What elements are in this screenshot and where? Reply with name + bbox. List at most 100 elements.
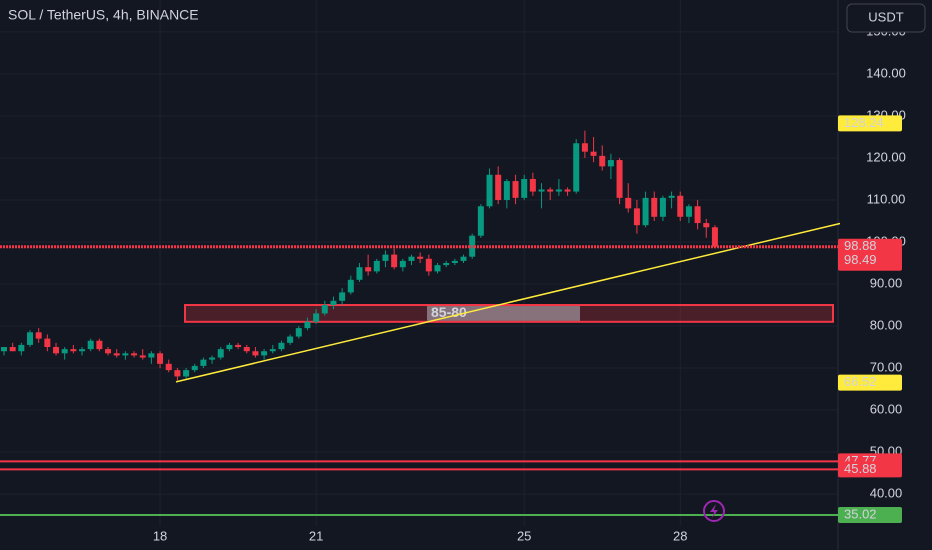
candle-body <box>391 254 398 268</box>
candle-body <box>1 347 7 352</box>
candle-body <box>503 181 510 200</box>
candle-body <box>105 349 112 354</box>
symbol-title: SOL / TetherUS, 4h, BINANCE <box>8 7 199 23</box>
candle-body <box>373 260 380 272</box>
candle-body <box>443 263 450 266</box>
candle-body <box>235 344 242 348</box>
candle-body <box>512 181 519 198</box>
y-tick-label: 40.00 <box>870 486 903 501</box>
candle-body <box>96 340 103 350</box>
event-icon-bolt <box>710 504 718 518</box>
candle-body <box>495 174 502 200</box>
candle-body <box>599 155 606 167</box>
candle-body <box>295 328 302 337</box>
candle-body <box>642 197 649 226</box>
candle-body <box>625 197 632 209</box>
y-tick-label: 90.00 <box>870 275 903 290</box>
level-label: 45.88 <box>844 461 877 476</box>
candle-body <box>521 178 528 198</box>
candle-body <box>347 279 354 293</box>
price-label-bg <box>838 252 902 269</box>
candle-body <box>356 267 363 280</box>
candle-body <box>408 256 415 261</box>
candle-body <box>538 189 545 192</box>
candle-body <box>269 349 276 352</box>
y-tick-label: 120.00 <box>866 149 906 164</box>
candle-body <box>200 359 207 366</box>
level-label-bg <box>838 461 902 478</box>
zone-box <box>184 304 834 323</box>
candle-body <box>148 353 155 358</box>
level-label-bg <box>838 506 902 523</box>
candle-body <box>529 178 536 192</box>
zone-label: 85-80 <box>431 304 467 320</box>
candle-body <box>703 223 710 228</box>
y-tick-label: 110.00 <box>867 191 906 206</box>
candle-body <box>278 342 285 350</box>
candle-body <box>668 195 675 198</box>
event-icon[interactable] <box>703 500 725 522</box>
candle-body <box>434 265 441 272</box>
candle-body <box>339 292 346 301</box>
trendline <box>175 222 841 383</box>
candle-body <box>711 227 718 247</box>
candle-body <box>9 347 16 352</box>
candle-body <box>477 206 484 236</box>
candle-body <box>425 258 432 272</box>
candle-body <box>113 353 120 356</box>
candle-body <box>382 254 389 261</box>
x-tick-label: 18 <box>153 528 167 543</box>
candle-body <box>122 353 129 356</box>
candle-body <box>651 197 658 217</box>
grid <box>0 0 838 526</box>
candle-body <box>87 340 94 350</box>
candle-body <box>217 349 224 358</box>
candle-body <box>44 338 51 348</box>
currency-label[interactable]: USDT <box>868 9 903 24</box>
candle-body <box>304 321 311 329</box>
candle-body <box>261 351 268 356</box>
candle-body <box>399 260 406 268</box>
candle-body <box>27 332 34 345</box>
price-label: 98.49 <box>844 252 877 267</box>
plot: 85-80 <box>0 130 841 516</box>
x-tick-label: 21 <box>309 528 323 543</box>
candle-body <box>53 347 60 354</box>
candle-body <box>61 349 68 354</box>
candle-body <box>460 256 467 261</box>
candle-body <box>564 189 571 192</box>
candle-body <box>330 300 337 306</box>
y-tick-label: 70.00 <box>870 359 903 374</box>
candle-body <box>191 365 198 371</box>
candle-body <box>226 344 233 350</box>
candle-body <box>633 208 640 226</box>
candle-body <box>694 206 701 224</box>
candle-body <box>18 344 25 352</box>
candle-body <box>659 197 666 217</box>
currency-button[interactable] <box>846 3 926 33</box>
candle-body <box>165 363 172 371</box>
candle-body <box>417 256 424 259</box>
candle-body <box>243 347 250 352</box>
axis: 40.0050.0060.0070.0080.0090.00100.00110.… <box>153 23 906 543</box>
candle-body <box>547 189 554 192</box>
candle-body <box>486 174 493 207</box>
candle-body <box>139 355 146 358</box>
candle-body <box>209 357 216 360</box>
candle-body <box>607 160 614 167</box>
candle-body <box>616 160 623 198</box>
x-tick-label: 28 <box>673 528 687 543</box>
candle-body <box>131 353 138 356</box>
price-label: 128.24 <box>844 115 884 130</box>
candle-body <box>590 151 597 156</box>
candle-body <box>252 351 259 356</box>
candle-body <box>79 349 86 352</box>
zone-label-bg <box>427 306 580 321</box>
candle-body <box>287 336 294 343</box>
price-label-bg <box>838 115 902 132</box>
candle-body <box>685 206 692 217</box>
candle-body <box>70 349 77 352</box>
